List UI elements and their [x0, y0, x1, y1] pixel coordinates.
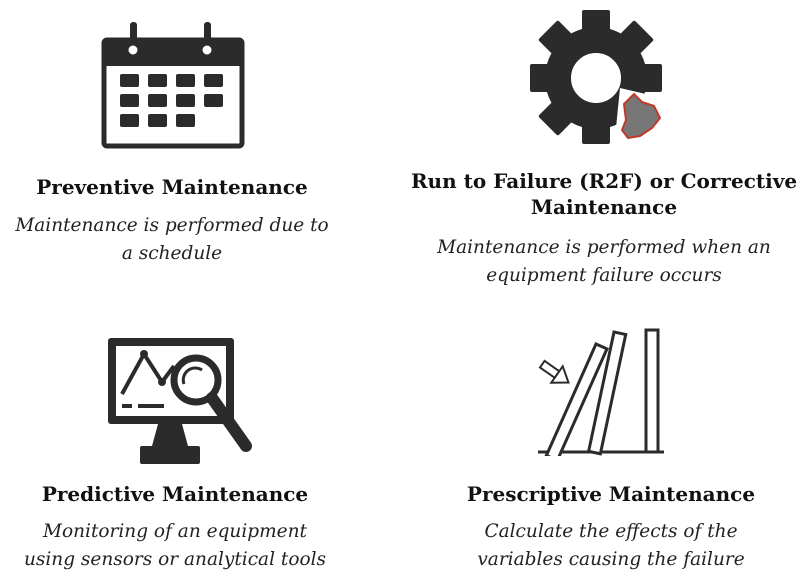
run-to-failure-title-line-1: Run to Failure (R2F) or Corrective	[410, 169, 798, 193]
predictive-title: Predictive Maintenance	[41, 482, 309, 506]
predictive-description-line-2: using sensors or analytical tools	[23, 549, 327, 570]
run-to-failure-description-line-2: equipment failure occurs	[486, 265, 722, 286]
predictive-description-line-1: Monitoring of an equipment	[43, 521, 307, 542]
preventive-description-line-1: Maintenance is performed due to	[15, 215, 329, 236]
monitor-magnifier-icon	[108, 338, 252, 464]
broken-gear-icon	[530, 10, 662, 144]
prescriptive-description-line-1: Calculate the effects of the	[484, 521, 738, 542]
calendar-icon	[101, 22, 245, 149]
falling-dominoes-icon	[538, 328, 664, 456]
preventive-title: Preventive Maintenance	[36, 175, 308, 199]
run-to-failure-title-line-2: Maintenance	[530, 195, 678, 219]
run-to-failure-description-line-1: Maintenance is performed when an	[437, 237, 771, 258]
prescriptive-title: Prescriptive Maintenance	[466, 482, 756, 506]
preventive-description-line-2: a schedule	[121, 243, 223, 264]
prescriptive-description-line-2: variables causing the failure	[477, 549, 745, 570]
